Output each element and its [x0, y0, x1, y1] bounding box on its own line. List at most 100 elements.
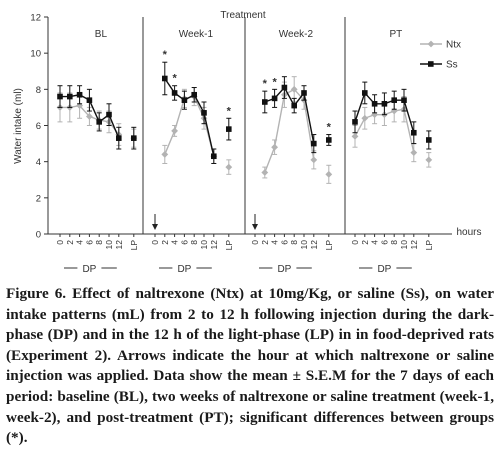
axes: 0 2 4 6 8 10 12: [30, 13, 452, 241]
panel-week-1: Week-1 0 2 4 6 8 10 12 LP DP * * *: [150, 29, 234, 275]
data-point: [191, 91, 197, 98]
data-point: [361, 114, 369, 122]
x-tick-label: 10: [104, 240, 114, 250]
series-ntx: [261, 76, 333, 184]
data-point: [391, 97, 397, 103]
significance-star: *: [163, 49, 168, 61]
y-tick-label: 0: [36, 230, 41, 241]
data-point: [67, 93, 73, 100]
series-ntx: [351, 96, 433, 168]
series-ss: [162, 61, 232, 164]
data-point: [401, 97, 407, 103]
x-tick-label: 12: [309, 240, 319, 250]
injection-arrow-head: [152, 224, 158, 230]
data-point: [371, 101, 378, 107]
legend-marker: [428, 61, 434, 67]
x-tick-label: 0: [250, 240, 260, 245]
figure-caption: Figure 6. Effect of naltrexone (Ntx) at …: [6, 285, 494, 447]
x-tick-label: 2: [260, 240, 270, 245]
panel-pt: PT 0 2 4 6 8 10 12 LP DP: [350, 29, 434, 275]
panel-label: BL: [95, 29, 108, 40]
data-point: [225, 163, 233, 171]
data-point: [116, 135, 122, 141]
y-tick-label: 6: [36, 121, 41, 132]
phase-label: DP: [377, 264, 391, 275]
data-point: [86, 97, 93, 103]
x-tick-label: 8: [389, 240, 399, 245]
panel-label: Week-2: [279, 29, 314, 40]
x-tick-label: 6: [84, 240, 94, 245]
series-line: [264, 88, 315, 173]
y-tick-label: 12: [30, 13, 41, 24]
y-axis-label: Water intake (ml): [13, 88, 24, 164]
data-point: [171, 90, 178, 96]
panel-label: Week-1: [179, 29, 214, 40]
x-tick-label: 2: [160, 240, 170, 245]
x-tick-label: 10: [199, 240, 209, 250]
x-tick-label: 4: [370, 240, 380, 245]
data-point: [161, 151, 169, 158]
data-point: [281, 84, 288, 91]
injection-arrow-head: [252, 224, 258, 230]
x-tick-label: 12: [409, 240, 419, 250]
data-point: [211, 153, 217, 160]
panel-week-2: Week-2 0 2 4 6 8 10 12 LP DP * * *: [250, 29, 334, 275]
data-point: [262, 99, 268, 105]
data-point: [410, 149, 418, 157]
data-point: [131, 135, 137, 141]
series-ss: [352, 81, 432, 150]
x-tick-label: 6: [379, 240, 389, 245]
data-point: [381, 101, 388, 107]
phase-label: DP: [82, 264, 96, 275]
x-tick-label: LP: [424, 240, 434, 251]
phase-label: DP: [277, 264, 291, 275]
legend: Ntx Ss: [420, 40, 461, 71]
legend-label: Ss: [446, 60, 458, 71]
data-point: [57, 93, 63, 100]
significance-star: *: [263, 78, 268, 90]
data-point: [96, 119, 102, 125]
data-point: [181, 97, 188, 103]
x-tick-label: 8: [94, 240, 104, 245]
data-point: [301, 90, 307, 96]
data-point: [325, 170, 333, 178]
y-tick-label: 8: [36, 85, 41, 96]
data-point: [76, 102, 83, 110]
chart-title: Treatment: [220, 10, 265, 21]
x-tick-label: 4: [75, 240, 85, 245]
data-point: [271, 95, 278, 102]
panel-label: PT: [390, 29, 403, 40]
data-point: [291, 102, 297, 109]
phase-label: DP: [177, 264, 191, 275]
data-point: [290, 85, 298, 93]
data-point: [171, 127, 178, 135]
x-tick-label: 6: [179, 240, 189, 245]
significance-star: *: [172, 73, 177, 85]
data-point: [261, 169, 269, 176]
x-tick-label: 12: [209, 240, 219, 250]
data-point: [226, 126, 232, 132]
data-point: [201, 110, 207, 116]
data-point: [86, 113, 93, 120]
significance-star: *: [327, 122, 332, 134]
data-point: [106, 111, 112, 118]
x-tick-label: 10: [399, 240, 409, 250]
legend-marker: [427, 40, 435, 48]
significance-star: *: [227, 105, 232, 117]
x-tick-label: 12: [114, 240, 124, 250]
x-tick-label: 2: [65, 240, 75, 245]
y-tick-label: 10: [30, 49, 41, 60]
data-point: [362, 90, 368, 96]
y-tick-label: 2: [36, 193, 41, 204]
x-tick-label: 0: [150, 240, 160, 245]
x-tick-label: LP: [224, 240, 234, 251]
significance-star: *: [272, 76, 277, 88]
panel-bl: BL 0 2 4 6 8 10 12 LP DP: [55, 29, 139, 275]
series-ss: [262, 76, 332, 154]
x-tick-label: 0: [350, 240, 360, 245]
data-point: [351, 132, 359, 140]
x-axis-label: hours: [456, 227, 481, 238]
x-tick-label: 2: [360, 240, 370, 245]
x-tick-label: 0: [55, 240, 65, 245]
